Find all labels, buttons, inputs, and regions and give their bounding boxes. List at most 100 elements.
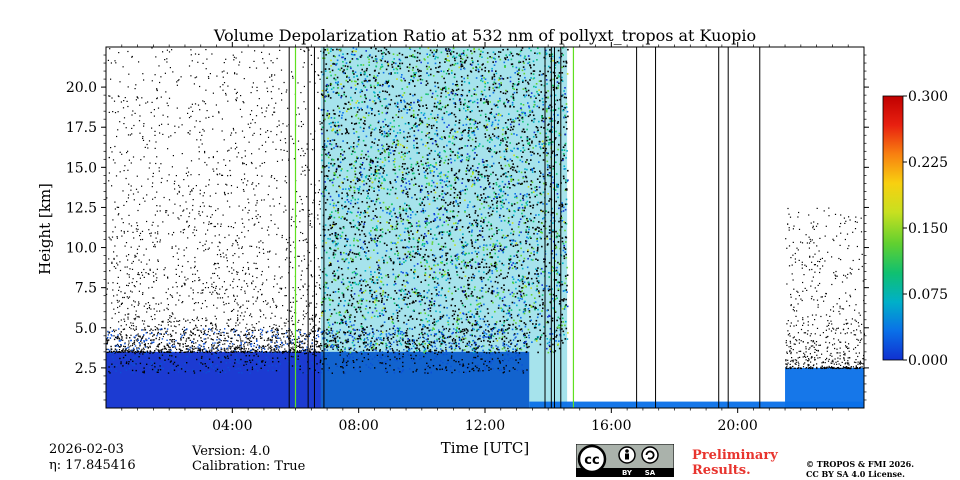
speckle <box>327 287 329 289</box>
speckle <box>547 243 549 245</box>
speckle <box>346 199 349 201</box>
speckle <box>454 177 457 179</box>
speckle <box>511 264 513 266</box>
speckle <box>403 108 406 111</box>
speckle <box>412 233 414 235</box>
speckle <box>469 264 472 267</box>
speckle <box>427 344 430 346</box>
speckle <box>366 67 368 70</box>
speckle <box>333 216 336 219</box>
speckle <box>517 313 520 316</box>
speckle <box>507 309 509 312</box>
speckle <box>358 178 360 180</box>
speckle <box>446 216 448 218</box>
speckle <box>476 222 479 225</box>
speckle <box>364 346 366 348</box>
speckle <box>437 175 439 177</box>
speckle-layer <box>106 47 865 375</box>
speckle <box>355 283 358 286</box>
speckle <box>337 233 339 236</box>
speckle <box>385 48 388 51</box>
speckle <box>370 146 372 149</box>
speckle <box>366 174 368 177</box>
speckle <box>468 134 470 136</box>
speckle <box>320 71 323 73</box>
speckle <box>490 111 492 114</box>
speckle <box>412 94 414 97</box>
speckle <box>354 224 356 227</box>
speckle <box>496 287 499 290</box>
speckle <box>327 321 330 324</box>
speckle <box>385 68 388 71</box>
speckle <box>536 127 539 129</box>
speckle <box>374 114 376 117</box>
speckle <box>351 58 354 60</box>
speckle <box>442 337 445 339</box>
speckle <box>491 256 493 259</box>
speckle <box>523 345 525 347</box>
speckle <box>428 319 430 322</box>
speckle <box>459 53 461 56</box>
speckle <box>371 141 373 143</box>
speckle <box>437 56 439 59</box>
speckle <box>550 171 552 174</box>
speckle <box>530 49 532 52</box>
speckle <box>534 308 536 311</box>
speckle <box>521 207 524 209</box>
speckle <box>473 351 475 354</box>
speckle <box>424 350 427 352</box>
speckle <box>402 290 405 292</box>
speckle <box>374 299 377 302</box>
speckle <box>350 167 353 169</box>
speckle <box>536 250 539 252</box>
speckle <box>446 231 449 233</box>
speckle <box>349 222 352 225</box>
speckle <box>329 217 331 219</box>
speckle <box>387 63 390 65</box>
speckle <box>479 174 482 176</box>
speckle <box>382 172 385 174</box>
speckle <box>562 54 564 56</box>
speckle <box>381 147 384 150</box>
speckle <box>493 115 495 118</box>
speckle <box>472 183 474 186</box>
speckle <box>346 176 348 178</box>
speckle <box>387 145 390 148</box>
speckle <box>485 201 488 204</box>
speckle <box>491 165 493 167</box>
speckle <box>457 256 460 258</box>
speckle <box>552 338 555 340</box>
speckle <box>419 191 422 193</box>
speckle <box>424 145 427 147</box>
speckle <box>482 332 484 334</box>
speckle <box>340 281 343 284</box>
speckle <box>406 219 408 221</box>
speckle <box>466 167 468 170</box>
speckle <box>388 212 391 215</box>
speckle <box>366 105 369 107</box>
speckle <box>337 83 339 86</box>
speckle <box>341 350 344 353</box>
speckle <box>473 247 476 249</box>
speckle <box>468 169 471 172</box>
speckle <box>433 259 436 262</box>
speckle <box>485 273 488 275</box>
speckle <box>418 104 420 106</box>
speckle <box>491 210 494 212</box>
speckle <box>565 157 567 159</box>
speckle <box>374 238 376 241</box>
speckle <box>477 177 479 179</box>
speckle <box>365 285 367 287</box>
speckle <box>387 79 390 82</box>
speckle <box>475 322 478 324</box>
speckle <box>485 262 488 265</box>
speckle <box>500 84 502 86</box>
speckle <box>498 274 501 277</box>
speckle <box>476 126 478 128</box>
speckle <box>529 79 531 81</box>
speckle <box>471 132 474 134</box>
speckle <box>396 227 398 230</box>
speckle <box>417 101 419 103</box>
speckle <box>539 181 541 183</box>
speckle <box>430 301 433 303</box>
